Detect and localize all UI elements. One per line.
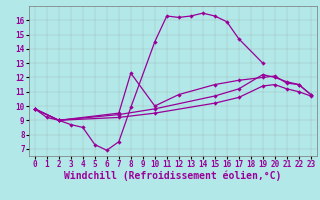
X-axis label: Windchill (Refroidissement éolien,°C): Windchill (Refroidissement éolien,°C) [64, 171, 282, 181]
